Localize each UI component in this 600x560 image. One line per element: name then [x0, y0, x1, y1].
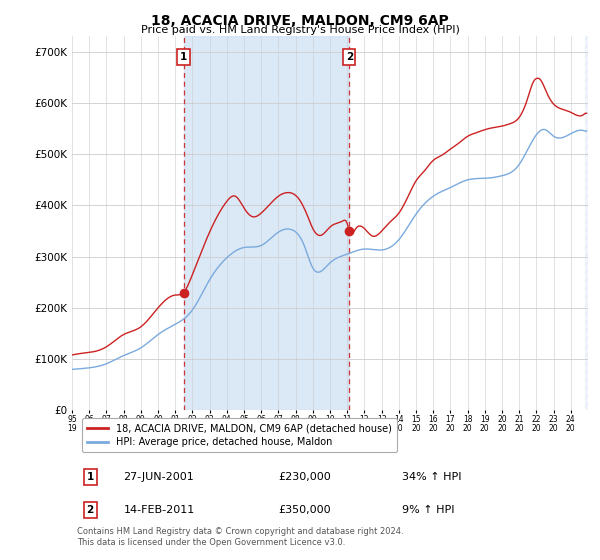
Text: 34% ↑ HPI: 34% ↑ HPI	[402, 472, 462, 482]
Text: 9% ↑ HPI: 9% ↑ HPI	[402, 505, 455, 515]
Bar	[184, 36, 349, 410]
Text: £230,000: £230,000	[278, 472, 331, 482]
Text: Price paid vs. HM Land Registry's House Price Index (HPI): Price paid vs. HM Land Registry's House …	[140, 25, 460, 35]
Bar	[585, 36, 588, 410]
Legend: 18, ACACIA DRIVE, MALDON, CM9 6AP (detached house), HPI: Average price, detached: 18, ACACIA DRIVE, MALDON, CM9 6AP (detac…	[82, 418, 397, 452]
Text: 1: 1	[86, 472, 94, 482]
Text: 27-JUN-2001: 27-JUN-2001	[124, 472, 194, 482]
Text: £350,000: £350,000	[278, 505, 331, 515]
Text: Contains HM Land Registry data © Crown copyright and database right 2024.
This d: Contains HM Land Registry data © Crown c…	[77, 527, 404, 548]
Text: 2: 2	[346, 52, 353, 62]
Text: 18, ACACIA DRIVE, MALDON, CM9 6AP: 18, ACACIA DRIVE, MALDON, CM9 6AP	[151, 14, 449, 28]
Text: 1: 1	[180, 52, 187, 62]
Text: 14-FEB-2011: 14-FEB-2011	[124, 505, 195, 515]
Text: 2: 2	[86, 505, 94, 515]
